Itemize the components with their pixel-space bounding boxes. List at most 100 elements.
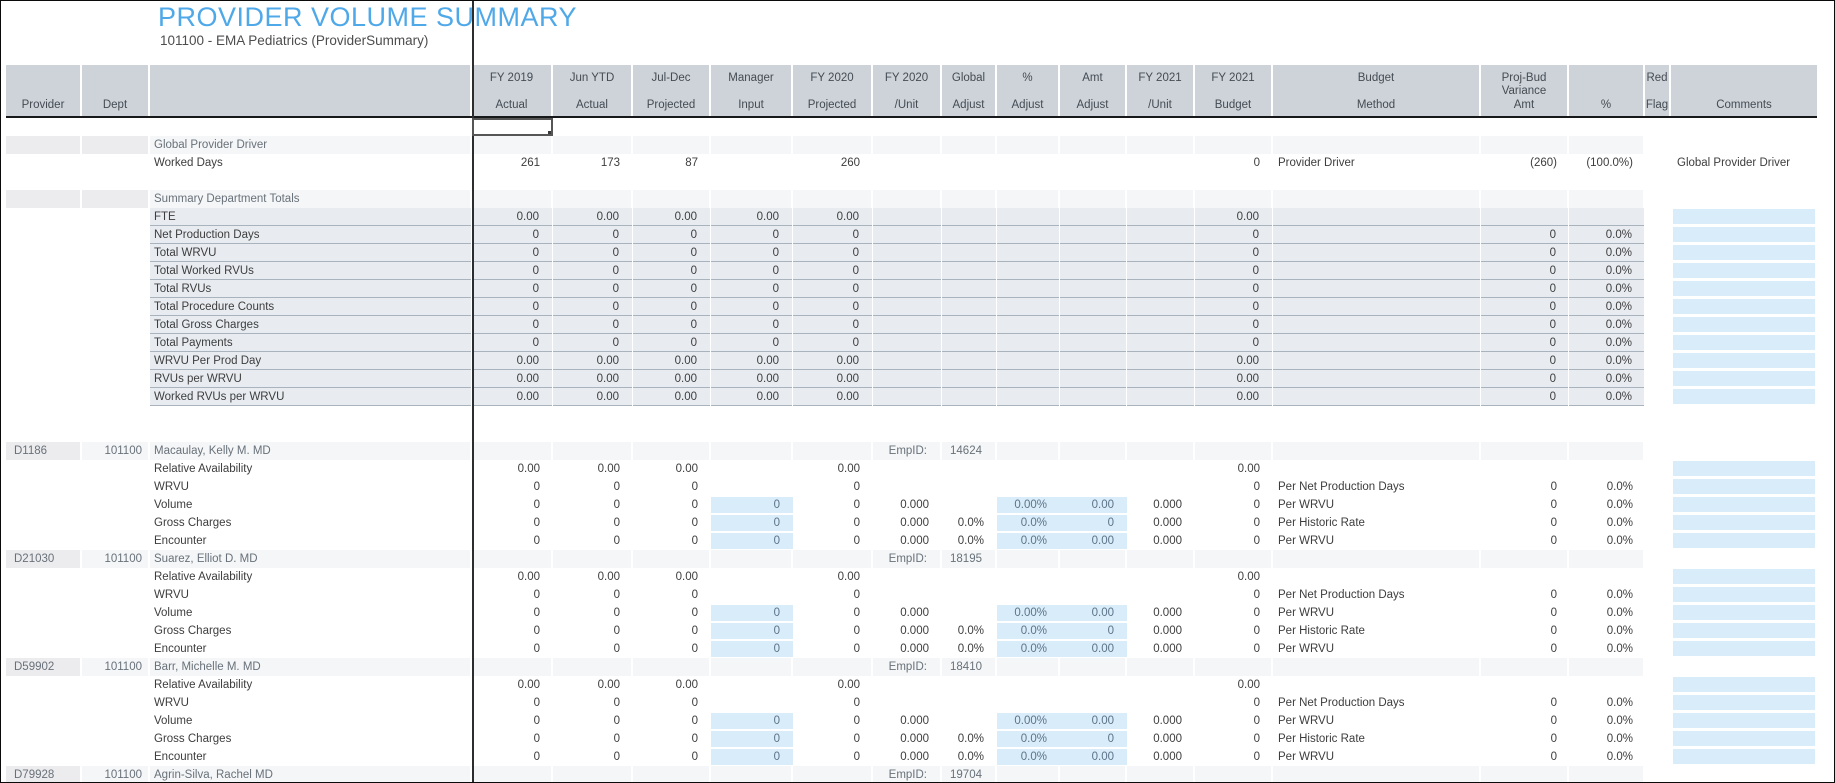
cell-comments[interactable] <box>1671 316 1817 334</box>
cell-comments[interactable] <box>1671 280 1817 298</box>
cell-comments[interactable] <box>1671 352 1817 370</box>
cell-variance-pct: 0.0% <box>1569 262 1645 280</box>
cell-jun-ytd-actual: 0 <box>553 334 633 352</box>
cell-manager-input[interactable]: 0 <box>711 748 793 766</box>
cell-jul-dec-projected: 0 <box>691 517 698 529</box>
cell-provider <box>6 532 82 550</box>
cell-provider <box>6 208 82 226</box>
cell-budget-method <box>1273 226 1481 244</box>
cell-red-flag <box>1645 730 1671 748</box>
cell-pct-adjust[interactable]: 0.0% <box>997 748 1060 766</box>
cell-comments[interactable] <box>1671 586 1817 604</box>
cell-manager-input[interactable]: 0 <box>711 514 793 532</box>
cell-manager-input <box>711 190 793 208</box>
cell-pct-adjust[interactable]: 0.0% <box>997 730 1060 748</box>
cell-manager-input[interactable]: 0 <box>711 532 793 550</box>
cell-dept <box>82 280 150 298</box>
cell-variance-pct: 0.0% <box>1569 226 1645 244</box>
cell-budget-method: Per Historic Rate <box>1278 733 1365 745</box>
cell-comments[interactable] <box>1671 514 1817 532</box>
cell-comments[interactable] <box>1671 730 1817 748</box>
cell-red-flag <box>1645 478 1671 496</box>
cell-amt-adjust <box>1060 190 1127 208</box>
cell-comments[interactable] <box>1671 262 1817 280</box>
cell-comments[interactable] <box>1671 694 1817 712</box>
cell-manager-input[interactable]: 0 <box>711 622 793 640</box>
cell-comments[interactable] <box>1671 604 1817 622</box>
cell-pct-adjust[interactable]: 0.0% <box>997 622 1060 640</box>
cell-fy2020-unit <box>873 460 942 478</box>
cell-amt-adjust[interactable]: 0.00 <box>1060 532 1127 550</box>
cell-comments[interactable] <box>1671 478 1817 496</box>
cell-amt-adjust[interactable]: 0.00 <box>1060 640 1127 658</box>
cell-variance-pct: 0.0% <box>1569 316 1645 334</box>
cell-manager-input[interactable]: 0 <box>711 712 793 730</box>
cell-fy2021-unit: 0.000 <box>1153 733 1182 745</box>
cell-fy2019-actual: 0 <box>472 226 553 244</box>
column-header-pct-adjust: % Adjust <box>997 65 1060 116</box>
cell-fy2020-unit <box>873 478 942 496</box>
selected-cell[interactable] <box>472 118 553 136</box>
cell-comments[interactable] <box>1671 748 1817 766</box>
cell-comments[interactable] <box>1671 622 1817 640</box>
cell-proj-bud-variance-amt: 0 <box>1550 589 1557 601</box>
cell-amt-adjust[interactable]: 0 <box>1060 514 1127 532</box>
cell-fy2020-unit: 0.000 <box>900 535 929 547</box>
cell-fy2020-projected: 0 <box>853 607 860 619</box>
cell-amt-adjust[interactable]: 0.00 <box>1060 496 1127 514</box>
cell-label: Relative Availability <box>154 463 253 475</box>
cell-fy2021-budget <box>1195 550 1273 568</box>
cell-amt-adjust[interactable]: 0.00 <box>1060 604 1127 622</box>
cell-manager-input[interactable]: 0 <box>711 496 793 514</box>
cell-provider: D59902 <box>6 658 82 676</box>
cell-fy2020-projected: 0.00 <box>837 571 860 583</box>
cell-comments[interactable] <box>1671 460 1817 478</box>
cell-amt-adjust[interactable]: 0.00 <box>1060 712 1127 730</box>
cell-pct-adjust[interactable]: 0.0% <box>997 640 1060 658</box>
cell-comments[interactable] <box>1671 676 1817 694</box>
row-worked-rvus-per-wrvu: Worked RVUs per WRVU 0.00 0.00 0.00 0.00 0.00… <box>6 388 1817 406</box>
cell-amt-adjust[interactable]: 0 <box>1060 730 1127 748</box>
cell-manager-input[interactable]: 0 <box>711 730 793 748</box>
cell-budget-method <box>1273 262 1481 280</box>
cell-pct-adjust[interactable]: 0.0% <box>997 514 1060 532</box>
cell-amt-adjust[interactable]: 0.00 <box>1060 748 1127 766</box>
cell-comments[interactable] <box>1671 226 1817 244</box>
cell-label: Gross Charges <box>154 733 232 745</box>
cell-variance-pct <box>1569 118 1645 136</box>
cell-fy2020-projected <box>793 658 873 676</box>
cell-comments: Global Provider Driver <box>1677 157 1791 169</box>
cell-comments[interactable] <box>1671 388 1817 406</box>
cell-provider <box>6 712 82 730</box>
cell-comments[interactable] <box>1671 712 1817 730</box>
cell-manager-input[interactable]: 0 <box>711 604 793 622</box>
cell-comments[interactable] <box>1671 208 1817 226</box>
cell-variance-pct <box>1569 136 1645 154</box>
cell-label: Global Provider Driver <box>150 136 472 154</box>
cell-jul-dec-projected: 0 <box>633 244 711 262</box>
cell-variance-pct <box>1569 442 1645 460</box>
cell-manager-input: 0.00 <box>711 352 793 370</box>
cell-amt-adjust[interactable]: 0 <box>1060 622 1127 640</box>
cell-comments[interactable] <box>1671 496 1817 514</box>
cell-budget-method: Per WRVU <box>1278 535 1335 547</box>
cell-red-flag <box>1645 208 1671 226</box>
cell-comments[interactable] <box>1671 568 1817 586</box>
cell-pct-adjust[interactable]: 0.00% <box>997 496 1060 514</box>
cell-variance-pct <box>1569 190 1645 208</box>
cell-red-flag <box>1645 424 1671 442</box>
cell-variance-pct <box>1569 676 1645 694</box>
cell-label: Suarez, Elliot D. MD <box>150 550 472 568</box>
cell-comments[interactable] <box>1671 298 1817 316</box>
cell-comments[interactable] <box>1671 334 1817 352</box>
cell-comments[interactable] <box>1671 532 1817 550</box>
cell-manager-input[interactable]: 0 <box>711 640 793 658</box>
cell-pct-adjust[interactable]: 0.00% <box>997 712 1060 730</box>
cell-comments[interactable] <box>1671 640 1817 658</box>
cell-comments[interactable] <box>1671 244 1817 262</box>
cell-fy2021-unit <box>1127 478 1195 496</box>
cell-pct-adjust[interactable]: 0.0% <box>997 532 1060 550</box>
cell-manager-input <box>711 550 793 568</box>
cell-comments[interactable] <box>1671 370 1817 388</box>
cell-pct-adjust[interactable]: 0.00% <box>997 604 1060 622</box>
